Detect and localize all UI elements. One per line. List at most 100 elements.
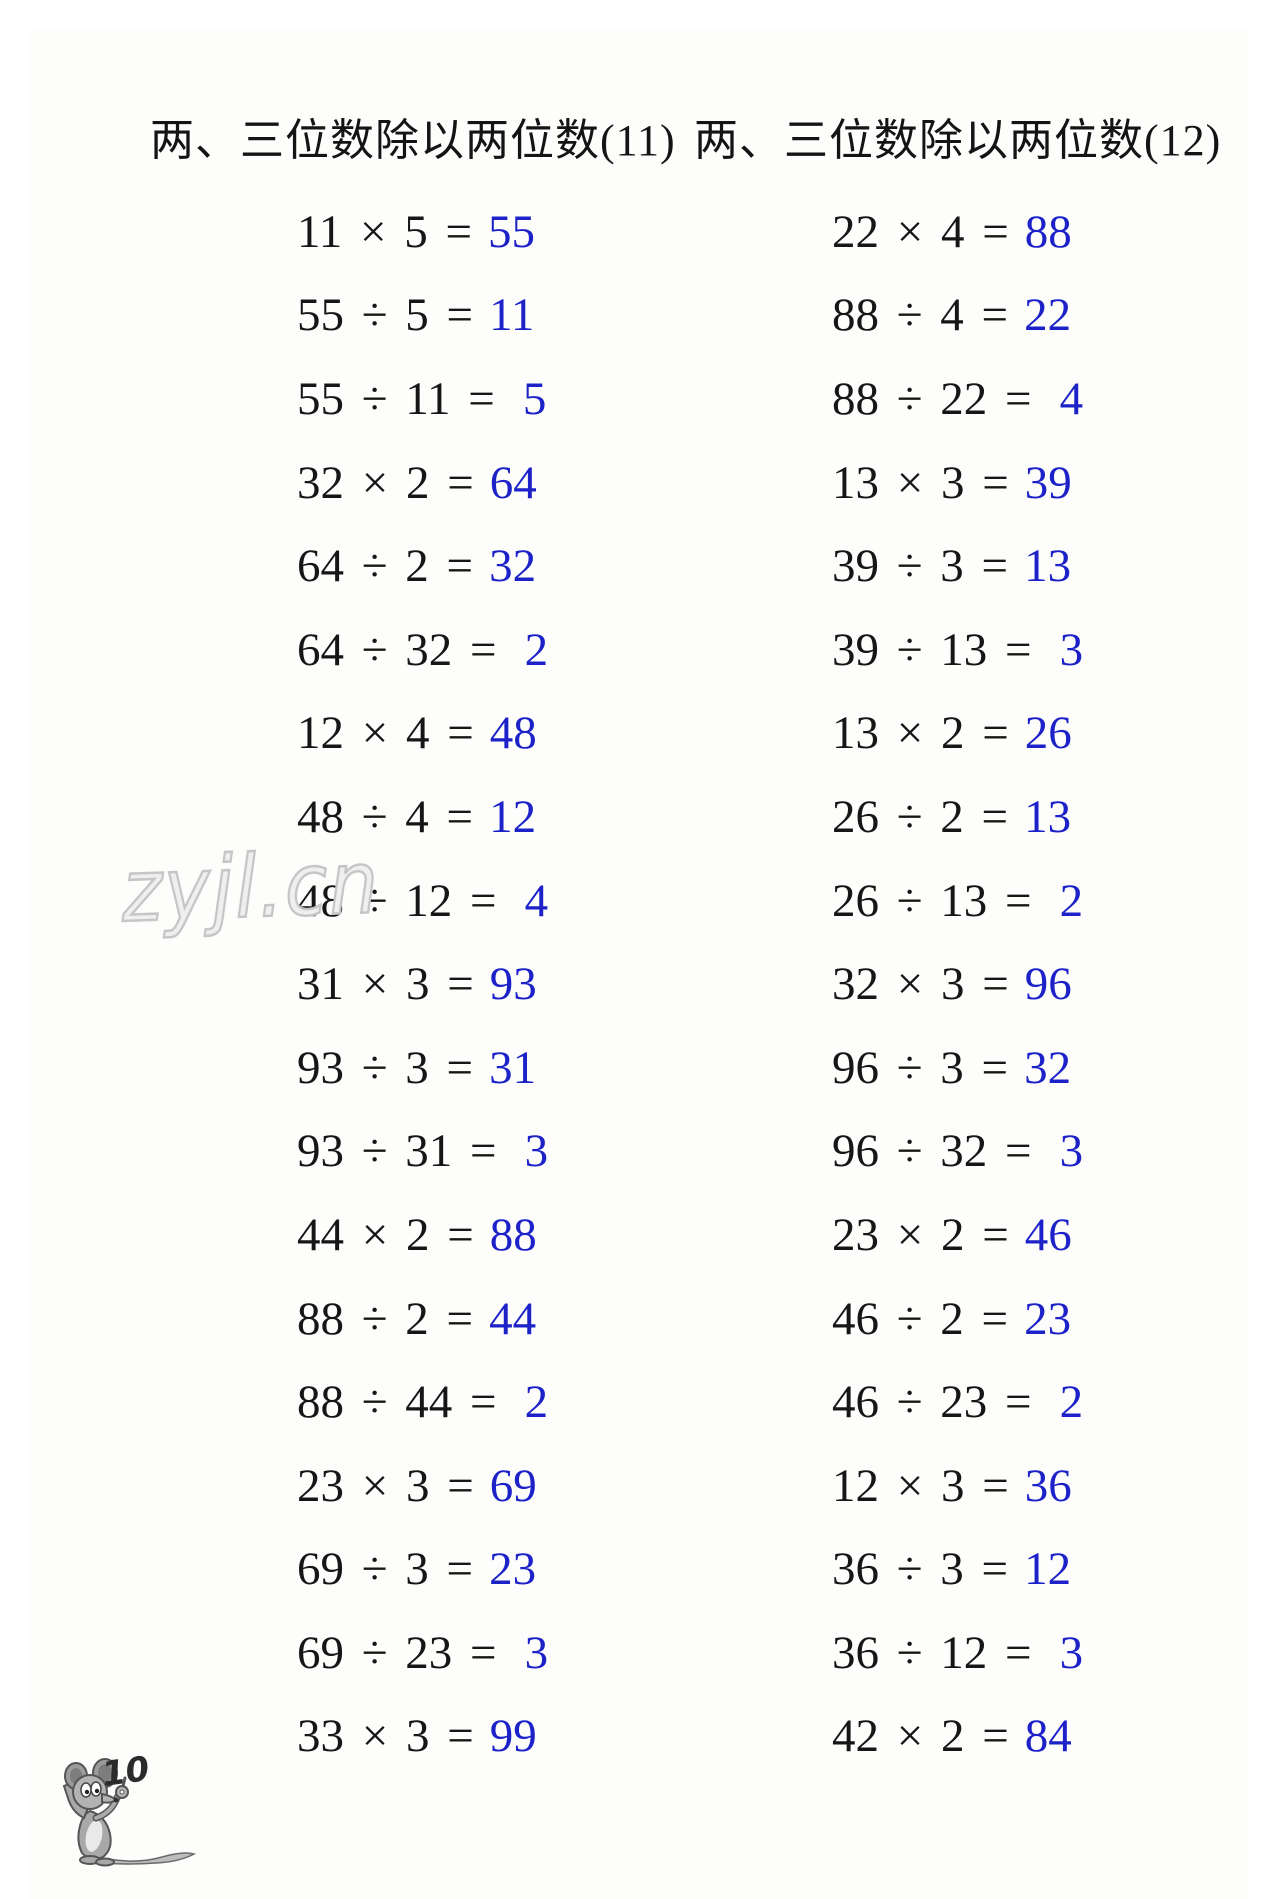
equation-expression: 46 ÷ 2 = xyxy=(832,1292,1009,1345)
equation-row: 31 × 3 = 93 xyxy=(297,942,548,1026)
equation-answer: 26 xyxy=(1024,707,1072,760)
equation-answer: 44 xyxy=(489,1292,537,1345)
equation-row: 69 ÷ 23 = 3 xyxy=(297,1611,548,1695)
equation-expression: 32 × 2 = xyxy=(297,456,474,509)
equation-answer: 64 xyxy=(489,456,537,509)
equation-expression: 13 × 2 = xyxy=(832,707,1009,760)
worksheet-title-left: 两、三位数除以两位数(11) xyxy=(150,116,676,165)
equation-row: 48 ÷ 4 = 12 xyxy=(297,775,548,859)
equation-expression: 69 ÷ 23 = xyxy=(297,1626,497,1679)
equation-row: 96 ÷ 32 = 3 xyxy=(832,1110,1083,1194)
mouse-snout xyxy=(101,1792,118,1804)
equation-answer: 3 xyxy=(524,1125,549,1178)
equation-answer: 99 xyxy=(489,1710,537,1763)
equation-expression: 31 × 3 = xyxy=(297,958,474,1011)
equation-expression: 64 ÷ 32 = xyxy=(297,623,497,676)
equation-answer: 88 xyxy=(489,1208,537,1261)
equation-row: 55 ÷ 5 = 11 xyxy=(297,274,548,358)
equation-expression: 39 ÷ 13 = xyxy=(832,623,1032,676)
mouse-mascot-illustration xyxy=(62,1758,197,1867)
equation-answer: 96 xyxy=(1024,958,1072,1011)
equation-expression: 36 ÷ 12 = xyxy=(832,1626,1032,1679)
equation-row: 26 ÷ 2 = 13 xyxy=(832,775,1083,859)
equation-row: 12 × 4 = 48 xyxy=(297,692,548,776)
equation-row: 42 × 2 = 84 xyxy=(832,1695,1083,1779)
equation-row: 64 ÷ 2 = 32 xyxy=(297,524,548,608)
equation-row: 22 × 4 = 88 xyxy=(832,190,1083,274)
equation-expression: 13 × 3 = xyxy=(832,456,1009,509)
equation-row: 93 ÷ 31 = 3 xyxy=(297,1110,548,1194)
equation-expression: 11 × 5 = xyxy=(297,205,473,258)
equation-answer: 46 xyxy=(1024,1208,1072,1261)
equation-answer: 31 xyxy=(489,1041,537,1094)
equation-expression: 46 ÷ 23 = xyxy=(832,1376,1032,1429)
equation-row: 36 ÷ 3 = 12 xyxy=(832,1528,1083,1612)
equation-answer: 3 xyxy=(524,1626,549,1679)
equation-row: 26 ÷ 13 = 2 xyxy=(832,859,1083,943)
mouse-tail xyxy=(102,1852,197,1865)
equation-answer: 2 xyxy=(524,623,549,676)
equation-row: 23 × 3 = 69 xyxy=(297,1444,548,1528)
equation-expression: 26 ÷ 2 = xyxy=(832,790,1009,843)
equation-expression: 96 ÷ 3 = xyxy=(832,1041,1009,1094)
watermark: zyjl.cn xyxy=(119,832,383,943)
equation-answer: 36 xyxy=(1024,1459,1072,1512)
equation-row: 88 ÷ 4 = 22 xyxy=(832,274,1083,358)
equation-row: 39 ÷ 13 = 3 xyxy=(832,608,1083,692)
equation-expression: 12 × 4 = xyxy=(297,707,474,760)
equation-expression: 44 × 2 = xyxy=(297,1208,474,1261)
mouse-nose xyxy=(113,1797,119,1803)
equation-expression: 48 ÷ 4 = xyxy=(297,790,474,843)
equation-expression: 93 ÷ 31 = xyxy=(297,1125,497,1178)
equation-expression: 33 × 3 = xyxy=(297,1710,474,1763)
equation-expression: 93 ÷ 3 = xyxy=(297,1041,474,1094)
equation-answer: 11 xyxy=(489,289,535,342)
scanned-page-background xyxy=(30,28,1248,1899)
equation-answer: 32 xyxy=(489,540,537,593)
equation-expression: 32 × 3 = xyxy=(832,958,1009,1011)
equation-row: 13 × 2 = 26 xyxy=(832,692,1083,776)
equation-row: 64 ÷ 32 = 2 xyxy=(297,608,548,692)
equation-answer: 55 xyxy=(488,205,536,258)
mouse-eye-right xyxy=(90,1781,102,1797)
mouse-belly xyxy=(85,1820,103,1852)
equation-row: 32 × 3 = 96 xyxy=(832,942,1083,1026)
equation-row: 44 × 2 = 88 xyxy=(297,1193,548,1277)
equation-answer: 12 xyxy=(1024,1543,1072,1596)
equation-row: 88 ÷ 44 = 2 xyxy=(297,1360,548,1444)
equation-row: 88 ÷ 22 = 4 xyxy=(832,357,1083,441)
equation-answer: 4 xyxy=(1059,372,1084,425)
equation-expression: 64 ÷ 2 = xyxy=(297,540,474,593)
equation-column-left: 11 × 5 = 55 55 ÷ 5 = 11 55 ÷ 11 = 5 32 × 2 = 64… xyxy=(297,190,548,1778)
equation-expression: 42 × 2 = xyxy=(832,1710,1009,1763)
equation-expression: 88 ÷ 2 = xyxy=(297,1292,474,1345)
equation-answer: 2 xyxy=(1059,874,1084,927)
equation-answer: 3 xyxy=(1059,623,1084,676)
page-number: 10 xyxy=(99,1748,152,1796)
equation-expression: 96 ÷ 32 = xyxy=(832,1125,1032,1178)
equation-answer: 3 xyxy=(1059,1125,1084,1178)
equation-row: 11 × 5 = 55 xyxy=(297,190,548,274)
equation-row: 88 ÷ 2 = 44 xyxy=(297,1277,548,1361)
mouse-foot-right xyxy=(95,1857,115,1867)
equation-expression: 55 ÷ 11 = xyxy=(297,372,495,425)
equation-expression: 22 × 4 = xyxy=(832,205,1009,258)
equation-answer: 23 xyxy=(1024,1292,1072,1345)
equation-row: 46 ÷ 23 = 2 xyxy=(832,1360,1083,1444)
equation-expression: 88 ÷ 4 = xyxy=(832,289,1009,342)
equation-row: 12 × 3 = 36 xyxy=(832,1444,1083,1528)
equation-expression: 88 ÷ 22 = xyxy=(832,372,1032,425)
equation-row: 55 ÷ 11 = 5 xyxy=(297,357,548,441)
equation-answer: 2 xyxy=(524,1376,549,1429)
equation-answer: 13 xyxy=(1024,540,1072,593)
equation-expression: 12 × 3 = xyxy=(832,1459,1009,1512)
equation-answer: 48 xyxy=(489,707,537,760)
equation-answer: 93 xyxy=(489,958,537,1011)
equation-expression: 26 ÷ 13 = xyxy=(832,874,1032,927)
equation-column-right: 22 × 4 = 88 88 ÷ 4 = 22 88 ÷ 22 = 4 13 × 3 = 39… xyxy=(832,190,1083,1778)
equation-expression: 48 ÷ 12 = xyxy=(297,874,497,927)
equation-row: 23 × 2 = 46 xyxy=(832,1193,1083,1277)
equation-expression: 23 × 3 = xyxy=(297,1459,474,1512)
equation-answer: 69 xyxy=(489,1459,537,1512)
worksheet-title-right: 两、三位数除以两位数(12) xyxy=(694,116,1222,165)
